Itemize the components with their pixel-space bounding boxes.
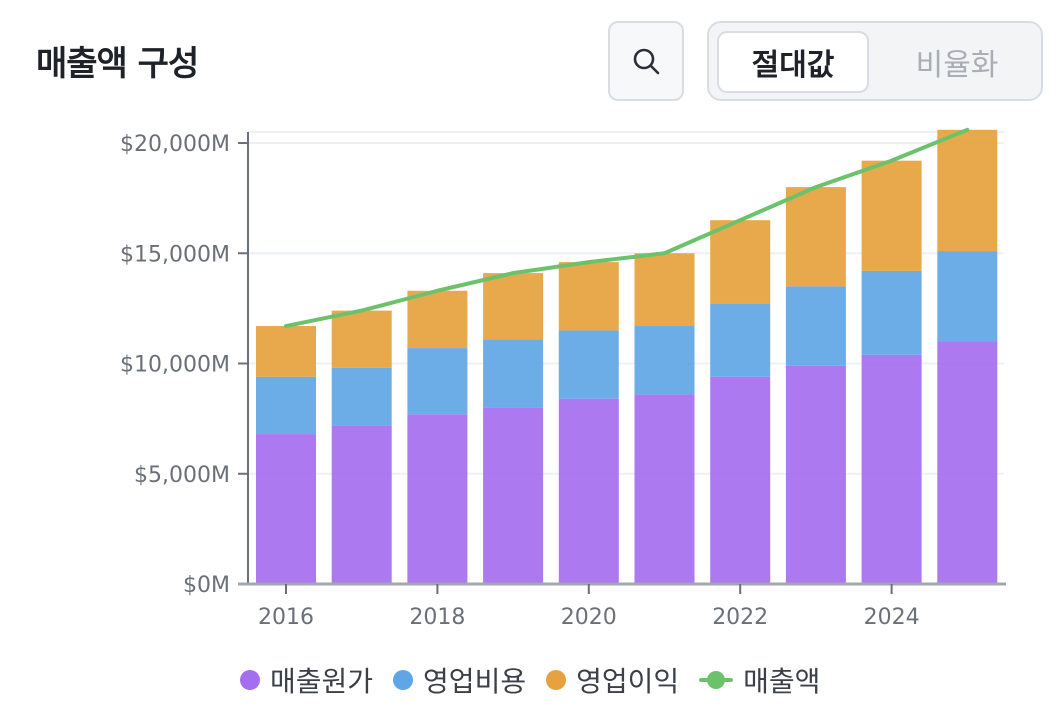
bar-opex-2022 — [710, 303, 771, 377]
revenue-series-line — [284, 127, 970, 329]
bar-opex-2018 — [407, 348, 468, 415]
bar-profit-2021 — [634, 253, 695, 327]
bar-opex-2025 — [937, 251, 998, 342]
bar-cost-2020 — [558, 398, 619, 584]
bar-profit-2022 — [710, 220, 771, 304]
bar-cost-2019 — [483, 407, 544, 584]
bar-cost-2016 — [256, 434, 316, 584]
bar-cost-2023 — [785, 365, 846, 584]
bar-cost-2024 — [861, 354, 922, 584]
legend-swatch-opex — [393, 670, 414, 690]
toggle-absolute[interactable]: 절대값 — [717, 31, 869, 93]
bar-cost-2018 — [407, 414, 468, 584]
revenue-composition-chart: $0M $5,000M $10,000M $15,000M $20,000M 2016 20… — [120, 127, 1006, 630]
legend-label-revenue: 매출액 — [743, 665, 821, 698]
legend-label-profit: 영업이익 — [576, 665, 680, 698]
bar-profit-2018 — [407, 290, 468, 349]
bar-opex-2017 — [331, 367, 392, 426]
legend-swatch-revenue — [699, 670, 734, 690]
chart-legend: 매출원가 영업비용 영업이익 매출액 — [240, 660, 840, 700]
bar-opex-2016 — [256, 376, 316, 435]
axes: $0M $5,000M $10,000M $15,000M $20,000M 2016 20… — [120, 132, 1006, 630]
legend-swatch-profit — [546, 670, 567, 690]
legend-item-profit[interactable]: 영업이익 — [546, 660, 679, 700]
legend-label-cost: 매출원가 — [270, 665, 374, 698]
y-tick-label: $15,000M — [120, 242, 230, 267]
bar-profit-2023 — [785, 187, 846, 287]
y-tick-label: $20,000M — [120, 132, 230, 157]
x-tick-label: 2018 — [409, 605, 465, 630]
bar-opex-2021 — [634, 326, 695, 395]
bar-cost-2017 — [331, 425, 392, 584]
bar-opex-2023 — [785, 286, 846, 366]
bar-profit-2016 — [256, 326, 316, 377]
legend-item-revenue[interactable]: 매출액 — [699, 660, 820, 700]
page-title: 매출액 구성 — [36, 44, 199, 84]
bar-cost-2021 — [634, 394, 695, 584]
legend-swatch-cost — [240, 670, 260, 690]
toggle-ratio[interactable]: 비율화 — [915, 48, 999, 83]
x-tick-label: 2016 — [258, 605, 314, 630]
x-tick-label: 2020 — [561, 605, 617, 630]
y-tick-label: $10,000M — [120, 353, 230, 378]
bar-profit-2019 — [483, 273, 544, 340]
bar-opex-2019 — [483, 339, 544, 408]
legend-label-opex: 영업비용 — [423, 665, 527, 698]
y-tick-label: $5,000M — [134, 463, 230, 488]
bar-opex-2024 — [861, 270, 922, 355]
bar-profit-2025 — [937, 129, 998, 252]
bar-cost-2025 — [937, 341, 998, 584]
legend-item-cost[interactable]: 매출원가 — [240, 660, 373, 700]
x-tick-label: 2022 — [712, 605, 768, 630]
revenue-line — [284, 127, 970, 329]
search-icon — [633, 48, 660, 75]
bar-profit-2024 — [861, 160, 922, 271]
bar-profit-2020 — [558, 262, 619, 331]
search-button[interactable] — [608, 21, 684, 101]
bar-cost-2022 — [710, 376, 771, 584]
bar-profit-2017 — [331, 310, 392, 368]
value-mode-toggle: 절대값 비율화 — [707, 21, 1043, 101]
y-tick-label: $0M — [183, 573, 230, 598]
legend-item-opex[interactable]: 영업비용 — [393, 660, 526, 700]
x-tick-label: 2024 — [864, 605, 920, 630]
bars — [256, 129, 998, 584]
bar-opex-2020 — [558, 330, 619, 399]
